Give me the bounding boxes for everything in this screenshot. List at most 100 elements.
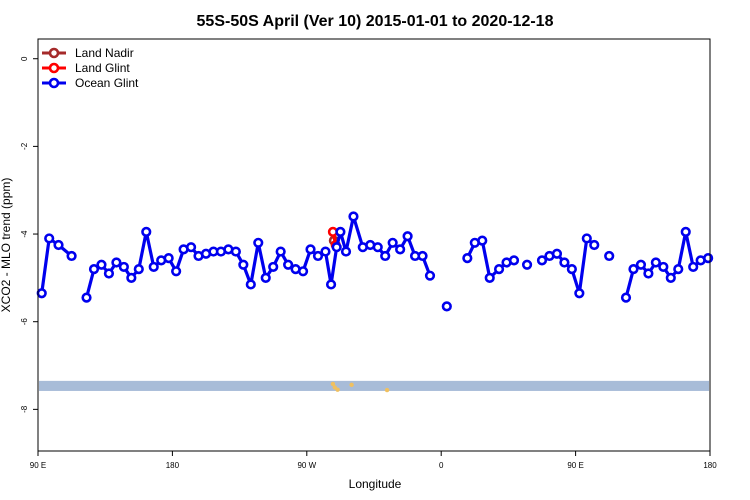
ocean-glint-point xyxy=(245,279,256,290)
ocean-glint-point xyxy=(643,268,654,279)
ocean-glint-point xyxy=(111,257,122,268)
y-axis: 0 -2 -4 -6 -8 xyxy=(20,56,38,413)
ocean-glint-point xyxy=(148,261,159,273)
ocean-glint-point xyxy=(380,250,391,262)
ocean-glint-point xyxy=(658,261,669,273)
ocean-glint-point xyxy=(536,255,548,266)
ocean-glint-point xyxy=(331,242,342,253)
x-tick-label: 180 xyxy=(703,461,717,470)
ocean-glint-point xyxy=(551,248,563,259)
land-feature xyxy=(330,381,336,387)
land-feature xyxy=(335,387,340,392)
x-tick-label: 0 xyxy=(439,461,444,470)
ocean-glint-point xyxy=(604,250,615,262)
ocean-glint-point xyxy=(320,246,331,257)
legend-label: Ocean Glint xyxy=(75,76,139,90)
y-tick-label: -4 xyxy=(20,230,29,238)
ocean-glint-point xyxy=(688,261,699,273)
ocean-glint-point xyxy=(103,268,115,279)
x-tick-label: 180 xyxy=(166,461,180,470)
x-tick-label: 90 W xyxy=(297,461,316,470)
ocean-glint-point xyxy=(462,253,473,264)
ocean-glint-point xyxy=(81,292,92,303)
y-tick-label: -2 xyxy=(20,142,29,150)
y-axis-label: XCO2 - MLO trend (ppm) xyxy=(0,178,13,313)
ocean-glint-point xyxy=(581,233,592,244)
ocean-glint-point xyxy=(508,255,520,266)
legend-label: Land Nadir xyxy=(75,46,134,60)
ocean-glint-point xyxy=(185,242,197,253)
land-band xyxy=(39,380,709,391)
ocean-glint-point xyxy=(283,259,294,270)
ocean-glint-point xyxy=(163,253,174,264)
ocean-glint-line xyxy=(84,214,432,299)
ocean-glint-point xyxy=(477,235,488,246)
y-tick-label: -6 xyxy=(20,318,29,326)
x-tick-label: 90 E xyxy=(567,461,583,470)
ocean-glint-point xyxy=(88,264,100,275)
ocean-glint-point xyxy=(66,250,77,262)
plot-frame xyxy=(37,38,711,452)
x-axis: 90 E 180 90 W 0 90 E 180 xyxy=(30,451,717,470)
ocean-glint-point xyxy=(253,237,264,248)
ocean-glint-point xyxy=(325,279,337,290)
ocean-glint-point xyxy=(589,239,600,251)
ocean-glint-point xyxy=(297,266,309,277)
ocean-glint-point xyxy=(348,211,359,222)
ocean-glint-point xyxy=(417,250,428,262)
ocean-glint-point xyxy=(118,261,129,273)
ocean-glint-point xyxy=(650,257,661,268)
ocean-glint-point xyxy=(566,264,577,275)
ocean-glint-point xyxy=(335,226,346,237)
ocean-glint-point xyxy=(628,264,639,275)
ocean-glint-point xyxy=(424,270,436,281)
ocean-glint-point xyxy=(171,266,182,277)
ocean-glint-point xyxy=(238,259,249,270)
plot-area xyxy=(36,211,714,393)
ocean-glint-point xyxy=(484,272,495,283)
legend-swatch-marker xyxy=(48,47,60,59)
ocean-glint-point xyxy=(268,261,279,273)
ocean-glint-point xyxy=(96,259,107,270)
ocean-glint-point xyxy=(673,264,684,275)
ocean-glint-point xyxy=(493,264,505,275)
ocean-glint-point xyxy=(53,239,64,251)
ocean-glint-point xyxy=(665,272,676,283)
ocean-glint-point xyxy=(275,246,286,257)
ocean-glint-point xyxy=(260,272,271,283)
ocean-glint-point xyxy=(340,246,352,257)
ocean-glint-line xyxy=(40,236,73,294)
y-tick-label: 0 xyxy=(20,56,29,61)
ocean-glint-point xyxy=(521,259,533,270)
ocean-glint-point xyxy=(574,288,585,299)
ocean-glint-point xyxy=(141,226,152,237)
ocean-glint-point xyxy=(395,244,406,255)
ocean-glint-point xyxy=(620,292,632,303)
ocean-glint-point xyxy=(126,272,137,283)
ocean-glint-point xyxy=(133,264,144,275)
ocean-glint-point xyxy=(372,242,383,253)
ocean-glint-point xyxy=(559,257,570,268)
land-feature xyxy=(349,382,354,388)
chart-title: 55S-50S April (Ver 10) 2015-01-01 to 202… xyxy=(197,13,554,30)
ocean-glint-point xyxy=(402,231,413,242)
land-feature xyxy=(384,387,390,393)
ocean-glint-point xyxy=(387,237,398,248)
ocean-glint-point xyxy=(703,253,714,264)
ocean-glint-point xyxy=(312,250,324,262)
ocean-glint-point xyxy=(44,233,55,244)
x-axis-label: Longitude xyxy=(349,477,402,491)
legend-swatch-marker xyxy=(48,62,60,74)
ocean-glint-point xyxy=(680,226,691,237)
ocean-glint-point xyxy=(441,301,452,312)
ocean-glint-point xyxy=(36,288,47,299)
ocean-glint-point xyxy=(230,246,241,257)
ocean-glint-point xyxy=(635,259,647,270)
y-tick-label: -8 xyxy=(20,405,29,413)
ocean-glint-point xyxy=(305,244,316,255)
x-tick-label: 90 E xyxy=(30,461,46,470)
legend-label: Land Glint xyxy=(75,61,130,75)
legend-swatch-marker xyxy=(48,77,60,89)
